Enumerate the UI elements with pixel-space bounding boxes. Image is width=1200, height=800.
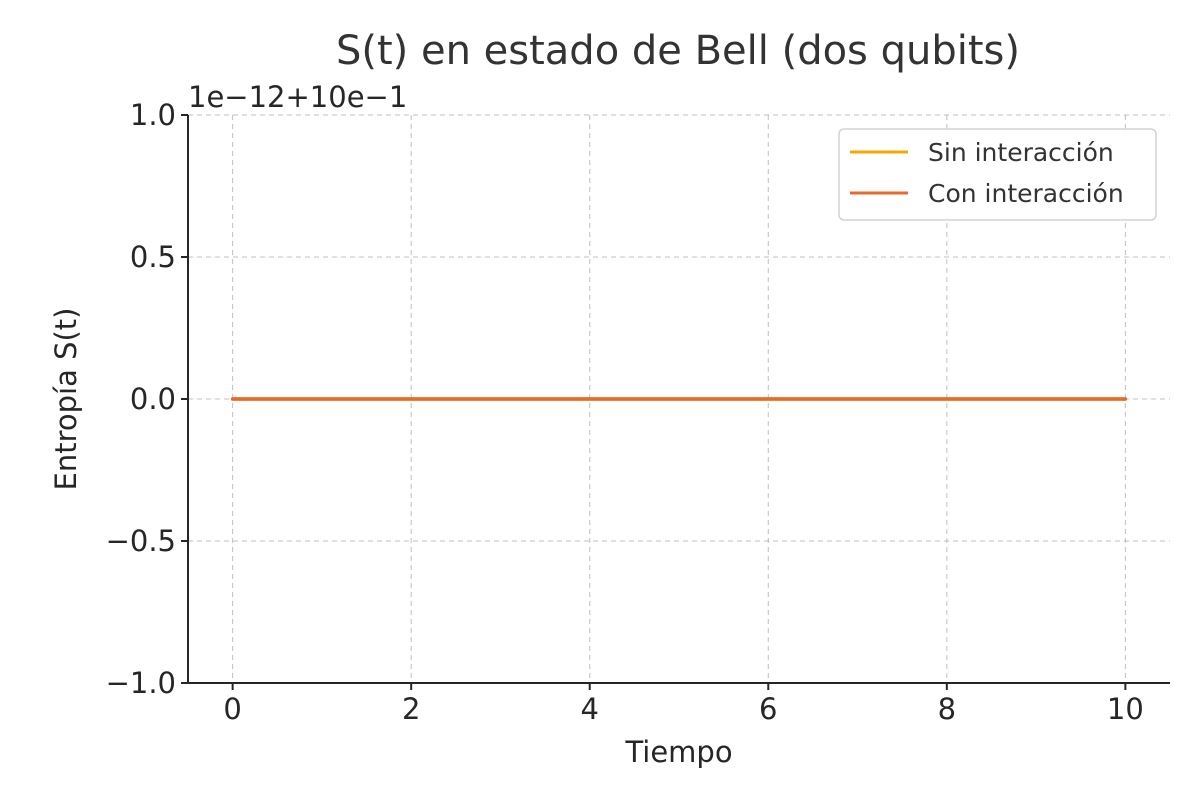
x-ticks: 0 2 4 6 8 10 [223,683,1144,726]
y-tick-label: −0.5 [106,524,176,558]
x-tick-label: 0 [223,692,241,726]
y-tick-label: 0.0 [130,382,176,416]
legend-label-sin-interaccion: Sin interacción [928,138,1114,167]
x-tick-label: 4 [581,692,599,726]
y-offset-label: 1e−12+10e−1 [188,80,407,114]
legend-label-con-interaccion: Con interacción [928,179,1124,208]
x-axis-label: Tiempo [624,735,732,769]
y-ticks: −1.0 −0.5 0.0 0.5 1.0 [106,98,188,700]
y-axis-label: Entropía S(t) [49,308,83,491]
chart-title: S(t) en estado de Bell (dos qubits) [336,28,1020,74]
y-tick-label: 0.5 [130,240,176,274]
x-tick-label: 6 [759,692,777,726]
x-tick-label: 2 [402,692,420,726]
x-tick-label: 8 [938,692,956,726]
x-tick-label: 10 [1107,692,1144,726]
y-tick-label: −1.0 [106,666,176,700]
y-tick-label: 1.0 [130,98,176,132]
legend-box [838,128,1157,221]
legend: Sin interacción Con interacción [838,128,1157,221]
